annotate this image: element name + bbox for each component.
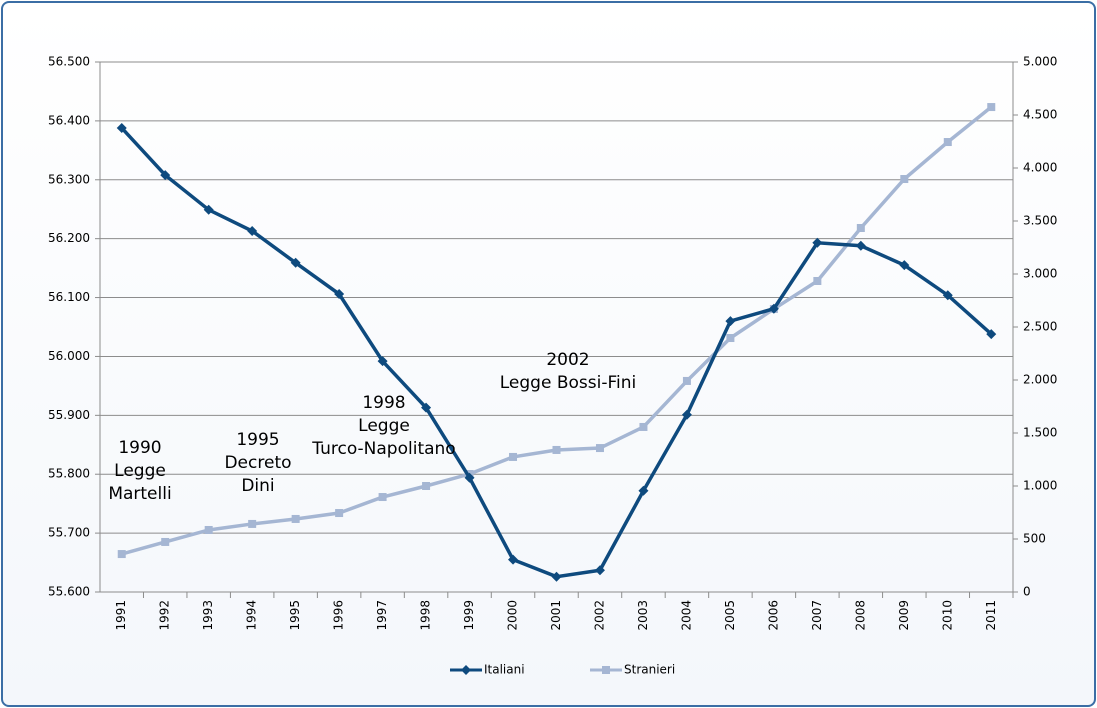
x-tick-label: 2010 [940, 600, 954, 631]
x-tick-label: 2006 [766, 600, 780, 631]
y2-tick-label: 1.500 [1023, 426, 1057, 440]
data-point [942, 290, 953, 301]
data-point [855, 240, 866, 251]
annotation: Dini [241, 476, 274, 496]
legend-label: Stranieri [624, 663, 675, 677]
annotation: 1995 [236, 430, 279, 450]
y-tick-label: 56.200 [48, 231, 90, 245]
data-point [681, 409, 692, 420]
data-point [900, 175, 909, 184]
data-point [725, 316, 736, 327]
data-point [117, 550, 126, 559]
data-point [509, 452, 518, 461]
x-tick-label: 2005 [723, 600, 737, 631]
x-tick-label: 1996 [332, 600, 346, 631]
data-point [899, 260, 910, 271]
x-tick-label: 1998 [419, 600, 433, 631]
data-point [464, 472, 475, 483]
annotation: Legge [358, 416, 410, 436]
data-point [290, 257, 301, 268]
data-point [943, 138, 952, 147]
annotation: Legge [114, 461, 166, 481]
x-tick-label: 2002 [592, 600, 606, 631]
y-tick-label: 56.500 [48, 55, 90, 69]
annotation: 1998 [362, 393, 405, 413]
x-tick-label: 2003 [636, 600, 650, 631]
x-tick-label: 1993 [201, 600, 215, 631]
y2-tick-label: 1.000 [1023, 479, 1057, 493]
x-tick-label: 1999 [462, 600, 476, 631]
data-point [812, 237, 823, 248]
data-point [638, 485, 649, 496]
data-point [987, 103, 996, 112]
annotation: Legge Bossi-Fini [500, 373, 636, 393]
data-point [639, 422, 648, 431]
x-tick-label: 1991 [114, 600, 128, 631]
data-point [116, 122, 127, 133]
data-point [856, 223, 865, 232]
data-point [552, 445, 561, 454]
annotation: 1990 [118, 438, 161, 458]
x-tick-label: 1997 [375, 600, 389, 631]
y2-tick-label: 2.000 [1023, 373, 1057, 387]
data-point [813, 276, 822, 285]
data-point [334, 289, 345, 300]
y2-tick-label: 5.000 [1023, 55, 1057, 69]
x-tick-label: 2001 [549, 600, 563, 631]
data-point [595, 444, 604, 453]
x-tick-label: 2011 [984, 600, 998, 631]
data-point [551, 571, 562, 582]
data-point [291, 514, 300, 523]
y2-tick-label: 2.500 [1023, 320, 1057, 334]
x-tick-label: 2008 [853, 600, 867, 631]
x-tick-label: 2007 [810, 600, 824, 631]
annotation: 2002 [546, 350, 589, 370]
data-point [203, 204, 214, 215]
data-point [422, 482, 431, 490]
data-point [768, 303, 779, 314]
x-tick-label: 1994 [245, 600, 259, 631]
data-point [335, 509, 344, 518]
x-tick-label: 2009 [897, 600, 911, 631]
data-point [377, 356, 388, 367]
y2-tick-label: 0 [1023, 585, 1031, 599]
x-tick-label: 1992 [158, 600, 172, 631]
legend-marker [602, 666, 610, 674]
y-tick-label: 55.700 [48, 526, 90, 540]
y-tick-label: 56.400 [48, 113, 90, 127]
x-tick-label: 2000 [506, 600, 520, 631]
annotation: Turco-Napolitano [311, 439, 455, 459]
data-point [594, 565, 605, 576]
y-tick-label: 56.100 [48, 290, 90, 304]
data-point [508, 554, 519, 565]
y2-tick-label: 500 [1023, 532, 1046, 546]
data-point [161, 537, 170, 546]
y2-tick-label: 4.000 [1023, 161, 1057, 175]
annotation: Martelli [108, 484, 171, 504]
data-point [378, 493, 387, 502]
y-tick-label: 55.800 [48, 467, 90, 481]
data-point [986, 329, 997, 340]
data-point [421, 402, 432, 413]
y-tick-label: 55.600 [48, 585, 90, 599]
data-point [682, 376, 691, 385]
y2-tick-label: 4.500 [1023, 108, 1057, 122]
data-point [247, 226, 258, 237]
data-point [204, 525, 213, 534]
y-tick-label: 56.000 [48, 349, 90, 363]
annotation: Decreto [224, 453, 291, 473]
y-tick-label: 55.900 [48, 408, 90, 422]
y2-tick-label: 3.000 [1023, 267, 1057, 281]
legend-marker [461, 665, 471, 675]
data-point [248, 519, 257, 528]
x-tick-label: 1995 [288, 600, 302, 631]
x-tick-label: 2004 [679, 600, 693, 631]
y-tick-label: 56.300 [48, 172, 90, 186]
data-point [160, 170, 171, 181]
data-point [726, 334, 735, 343]
legend-label: Italiani [484, 663, 525, 677]
y2-tick-label: 3.500 [1023, 214, 1057, 228]
